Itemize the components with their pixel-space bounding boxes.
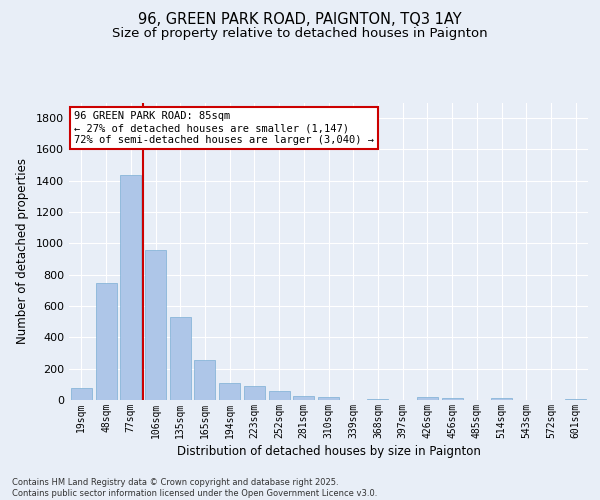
Bar (293, 396, 314, 400)
X-axis label: Distribution of detached houses by size in Paignton: Distribution of detached houses by size … (176, 445, 481, 458)
Bar (120, 174, 141, 400)
Text: 96 GREEN PARK ROAD: 85sqm
← 27% of detached houses are smaller (1,147)
72% of se: 96 GREEN PARK ROAD: 85sqm ← 27% of detac… (74, 112, 374, 144)
Bar (417, 397, 438, 400)
Bar (244, 386, 265, 400)
Bar (565, 399, 586, 400)
Bar (95, 282, 116, 400)
Text: 96, GREEN PARK ROAD, PAIGNTON, TQ3 1AY: 96, GREEN PARK ROAD, PAIGNTON, TQ3 1AY (138, 12, 462, 28)
Bar (318, 397, 339, 400)
Bar (491, 398, 512, 400)
Bar (219, 383, 240, 400)
Bar (269, 390, 290, 400)
Bar (367, 399, 388, 400)
Text: Contains HM Land Registry data © Crown copyright and database right 2025.
Contai: Contains HM Land Registry data © Crown c… (12, 478, 377, 498)
Bar (170, 317, 191, 400)
Bar (71, 388, 92, 400)
Text: Size of property relative to detached houses in Paignton: Size of property relative to detached ho… (112, 28, 488, 40)
Y-axis label: Number of detached properties: Number of detached properties (16, 158, 29, 344)
Bar (442, 398, 463, 400)
Bar (145, 250, 166, 400)
Bar (194, 360, 215, 400)
